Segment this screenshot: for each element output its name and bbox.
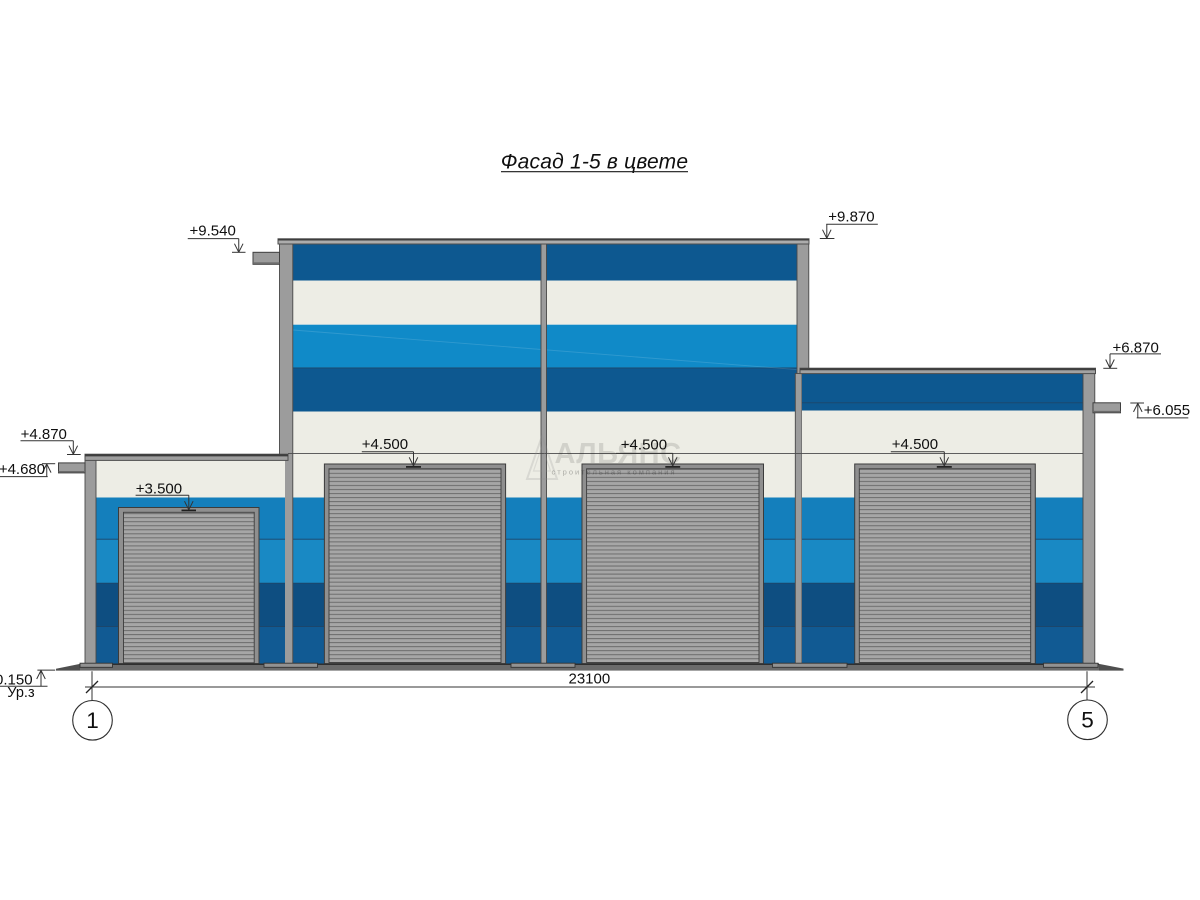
svg-text:+9.540: +9.540 xyxy=(190,222,236,239)
svg-text:+4.500: +4.500 xyxy=(892,436,938,453)
svg-text:АЛЬЯНС: АЛЬЯНС xyxy=(554,438,681,470)
svg-text:+4.500: +4.500 xyxy=(621,436,667,453)
svg-text:1: 1 xyxy=(86,708,99,733)
svg-text:Ур.з: Ур.з xyxy=(7,685,35,701)
svg-text:+3.500: +3.500 xyxy=(136,481,182,498)
svg-text:строительная компания: строительная компания xyxy=(551,467,676,476)
svg-text:+6.055: +6.055 xyxy=(1144,402,1190,419)
svg-text:5: 5 xyxy=(1081,708,1094,733)
svg-text:23100: 23100 xyxy=(569,670,611,687)
svg-text:+4.500: +4.500 xyxy=(362,436,408,453)
svg-text:+4.870: +4.870 xyxy=(21,426,67,443)
svg-text:+4.680: +4.680 xyxy=(0,461,45,478)
svg-text:+9.870: +9.870 xyxy=(828,208,874,225)
svg-text:Фасад 1-5 в цвете: Фасад 1-5 в цвете xyxy=(501,151,689,174)
svg-text:+6.870: +6.870 xyxy=(1113,340,1159,357)
svg-text:-0.150: -0.150 xyxy=(0,671,33,688)
